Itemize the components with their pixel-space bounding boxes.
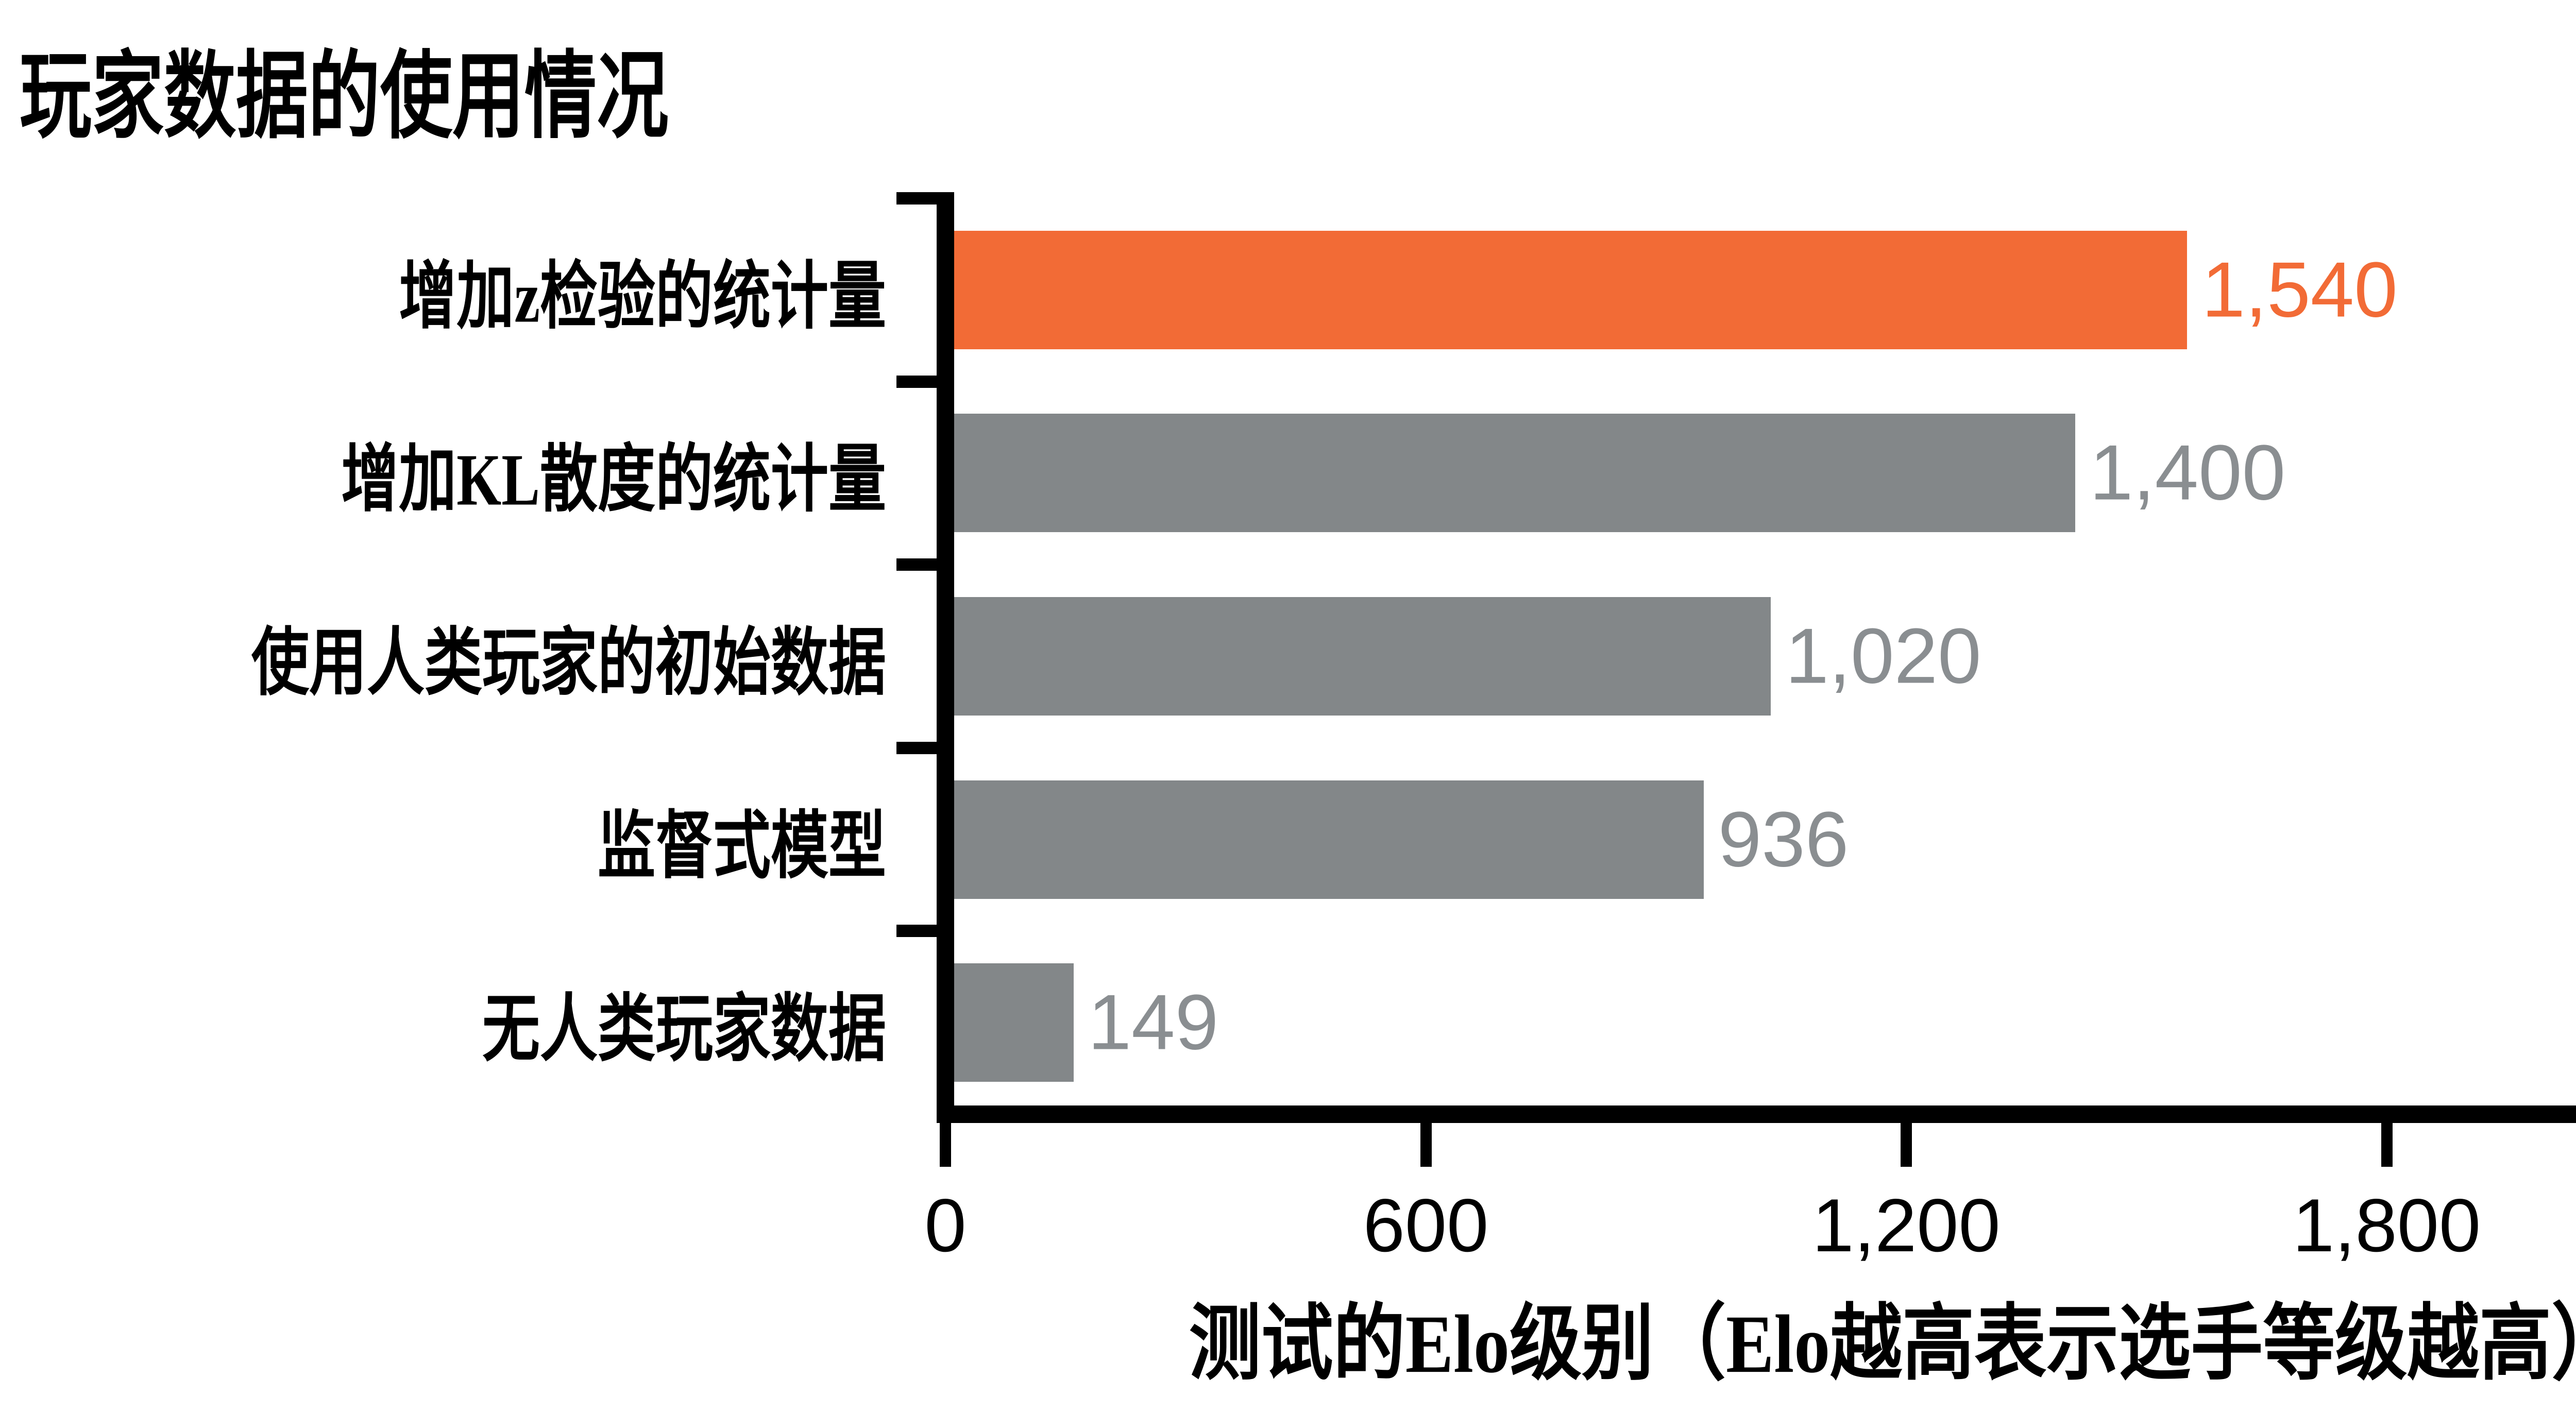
bar — [954, 780, 1704, 899]
x-axis-line — [937, 1105, 2576, 1123]
category-label-text: 监督式模型 — [598, 806, 886, 888]
x-axis-title: 测试的Elo级别（Elo越高表示选手等级越高） — [1005, 1277, 2576, 1390]
x-tick-label: 0 — [924, 1183, 967, 1267]
x-tick-label: 600 — [1363, 1183, 1489, 1267]
category-label: 增加KL散度的统计量 — [77, 382, 886, 565]
x-tick-label: 1,800 — [2292, 1183, 2481, 1267]
x-axis-title-text: 测试的Elo级别（Elo越高表示选手等级越高） — [1189, 1298, 2576, 1390]
category-label: 监督式模型 — [77, 748, 886, 931]
y-axis-tick — [896, 558, 937, 571]
category-label: 使用人类玩家的初始数据 — [77, 565, 886, 748]
value-label: 1,540 — [2201, 246, 2398, 334]
category-label-text: 增加z检验的统计量 — [399, 256, 886, 338]
value-label: 1,400 — [2089, 429, 2286, 517]
category-label-text: 增加KL散度的统计量 — [341, 439, 886, 521]
category-label: 无人类玩家数据 — [77, 931, 886, 1114]
bar — [954, 414, 2075, 533]
y-axis-tick — [896, 925, 937, 938]
x-axis-tick — [1420, 1123, 1432, 1167]
value-label: 936 — [1718, 795, 1849, 883]
x-axis-tick — [2381, 1123, 2393, 1167]
y-axis-line — [937, 192, 954, 1123]
y-axis-tick — [896, 741, 937, 754]
chart-title: 玩家数据的使用情况 — [20, 20, 669, 150]
bar — [954, 597, 1771, 716]
value-label: 1,020 — [1785, 612, 1981, 700]
y-axis-tick — [896, 375, 937, 388]
bar — [954, 963, 1074, 1082]
x-tick-label: 1,200 — [1812, 1183, 2001, 1267]
x-axis-tick — [1901, 1123, 1912, 1167]
chart-title-text: 玩家数据的使用情况 — [20, 44, 669, 150]
x-axis-tick — [940, 1123, 951, 1167]
value-label: 149 — [1088, 978, 1219, 1066]
bar — [954, 230, 2188, 349]
category-label-text: 无人类玩家数据 — [482, 989, 886, 1071]
category-label-text: 使用人类玩家的初始数据 — [251, 622, 886, 705]
y-axis-tick — [896, 192, 937, 205]
category-label: 增加z检验的统计量 — [77, 198, 886, 382]
